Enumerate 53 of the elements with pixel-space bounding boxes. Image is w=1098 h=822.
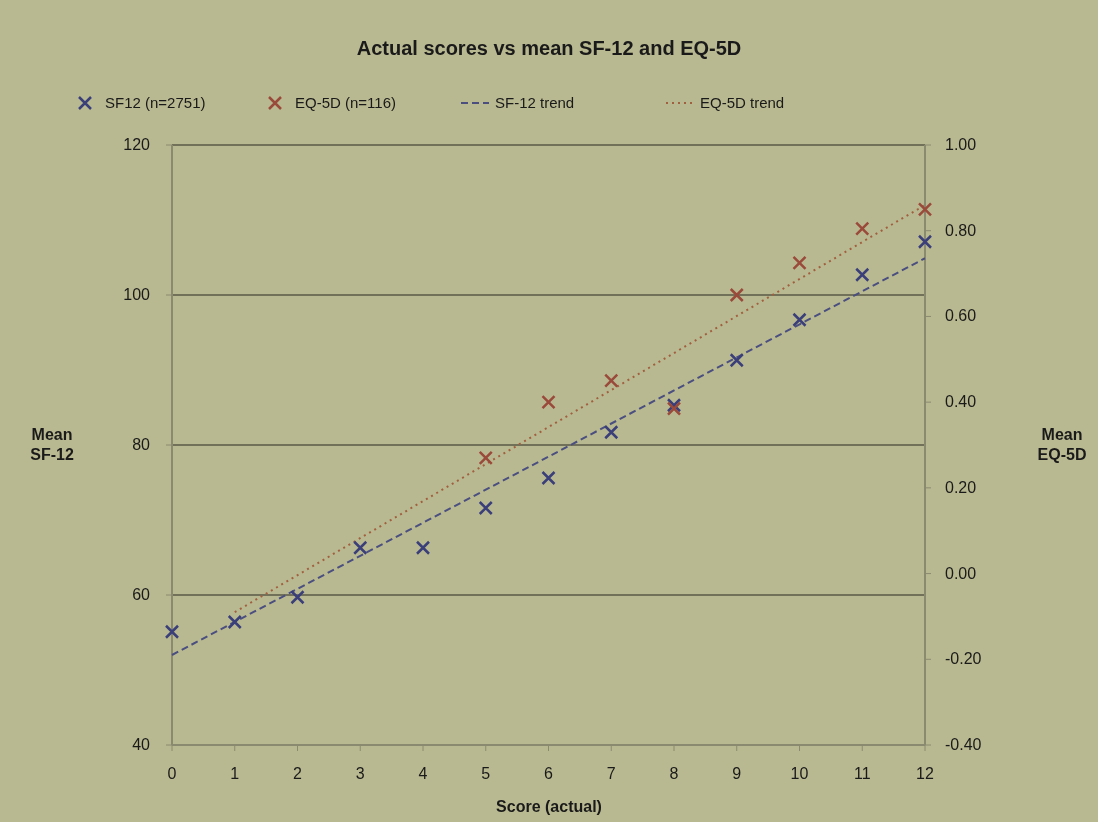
x-tick-label: 1: [230, 765, 240, 782]
legend-label: SF12 (n=2751): [105, 94, 206, 111]
y2-tick-label: 0.20: [945, 478, 977, 496]
y-axis-title: Mean SF-12: [30, 426, 74, 463]
x-tick-label: 6: [544, 765, 554, 782]
point: [855, 221, 870, 236]
x-tick-label: 2: [293, 765, 303, 782]
legend-label: EQ-5D (n=116): [295, 94, 397, 111]
chart-title: Actual scores vs mean SF-12 and EQ-5D: [356, 37, 742, 59]
point: [729, 287, 744, 303]
y2-axis-title: Mean EQ-5D: [1037, 426, 1087, 463]
x-tick-label: 9: [732, 765, 742, 782]
x-tick-label: 0: [167, 765, 177, 782]
x-tick-label: 10: [790, 765, 809, 782]
x-tick-label: 12: [916, 765, 934, 782]
y2-tick-label: 0.80: [945, 221, 977, 239]
x-tick-label: 4: [418, 765, 428, 782]
y-tick-label: 60: [132, 586, 151, 603]
point: [792, 312, 807, 327]
point: [478, 500, 493, 516]
y-tick-label: 120: [123, 136, 151, 153]
point: [353, 540, 368, 555]
y2-tick-label: 0.00: [945, 564, 977, 582]
x-axis-title: Score (actual): [496, 798, 602, 815]
x-tick-label: 7: [606, 765, 616, 782]
y2-tick-label: 0.60: [945, 307, 977, 325]
y2-tick-label: 1.00: [945, 136, 977, 153]
point: [729, 353, 744, 368]
point: [290, 590, 305, 605]
x-tick-label: 8: [669, 765, 679, 782]
point: [164, 624, 180, 639]
x-tick-label: 5: [481, 765, 491, 782]
point: [415, 540, 431, 555]
point: [792, 255, 807, 271]
point: [541, 470, 556, 486]
legend-label: SF-12 trend: [495, 94, 575, 111]
legend-label: EQ-5D trend: [700, 94, 785, 111]
point: [855, 267, 870, 282]
point: [917, 234, 933, 249]
y2-tick-label: 0.40: [945, 393, 977, 411]
y-tick-label: 40: [132, 736, 151, 753]
point: [478, 450, 493, 466]
y2-tick-label: -0.20: [945, 650, 982, 668]
y2-tick-label: -0.40: [945, 736, 982, 753]
point: [541, 394, 556, 410]
point: [917, 202, 933, 217]
point: [227, 614, 242, 630]
point: [604, 425, 619, 440]
y-tick-label: 100: [123, 286, 151, 303]
x-tick-label: 3: [355, 765, 365, 782]
y-tick-label: 80: [132, 436, 151, 453]
point: [604, 373, 619, 388]
x-tick-label: 11: [853, 765, 871, 782]
